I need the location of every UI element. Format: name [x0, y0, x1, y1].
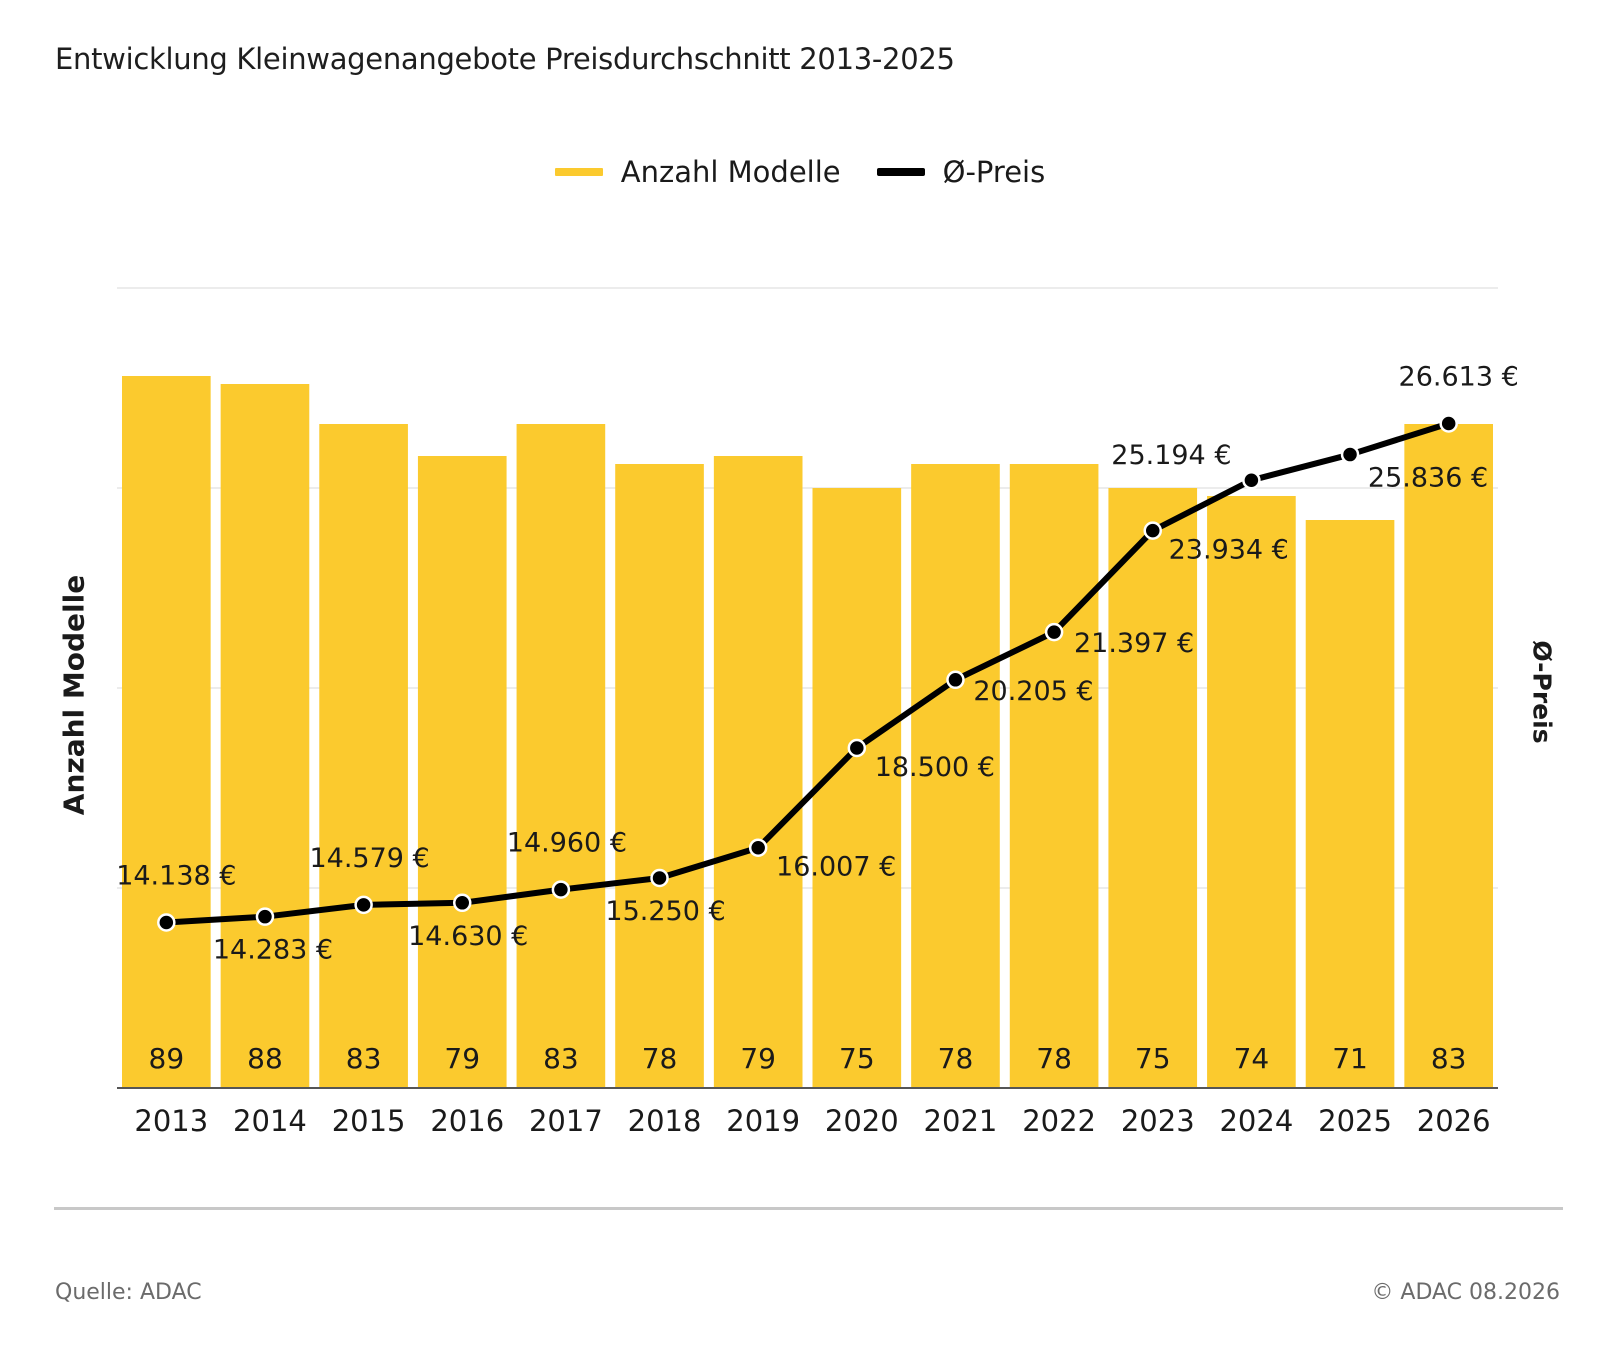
bar-value-label: 79	[740, 1042, 776, 1075]
x-tick-label: 2017	[529, 1104, 603, 1138]
bar-2016	[417, 456, 507, 1088]
legend-label-line: Ø-Preis	[942, 155, 1046, 189]
y-axis-label-right: Ø-Preis	[1527, 640, 1557, 744]
price-point-2022	[1044, 622, 1064, 642]
x-tick-label: 2014	[233, 1104, 307, 1138]
bar-2020	[812, 488, 902, 1088]
price-point-2014	[255, 907, 275, 926]
bar-value-label: 88	[247, 1042, 283, 1075]
bar-value-label: 89	[149, 1042, 185, 1075]
price-label: 14.579 €	[309, 843, 429, 874]
bar-2024	[1207, 496, 1296, 1088]
price-label: 15.250 €	[605, 896, 725, 927]
bar-2026	[1404, 424, 1493, 1088]
x-tick-label: 2020	[825, 1104, 899, 1138]
x-tick-label: 2022	[1022, 1104, 1096, 1138]
bar-value-label: 74	[1234, 1042, 1270, 1075]
price-label: 25.836 €	[1368, 463, 1488, 494]
chart-title: Entwicklung Kleinwagenangebote Preisdurc…	[55, 42, 955, 76]
price-point-2021	[946, 670, 965, 690]
bar-2017	[516, 424, 606, 1088]
price-point-2026	[1439, 414, 1458, 433]
x-tick-label: 2025	[1318, 1104, 1392, 1138]
legend-item-line[interactable]: Ø-Preis	[876, 155, 1046, 189]
x-tick-label: 2021	[924, 1104, 998, 1138]
legend-item-bars[interactable]: Anzahl Modelle	[554, 155, 841, 189]
price-label: 21.397 €	[1074, 628, 1194, 659]
price-line	[163, 420, 1452, 926]
price-point-2024	[1242, 470, 1261, 490]
bar-value-label: 83	[346, 1042, 382, 1075]
copyright-note: © ADAC 08.2026	[1371, 1280, 1560, 1305]
bar-value-label: 78	[938, 1042, 974, 1075]
bar-2018	[615, 464, 704, 1088]
price-point-2020	[847, 738, 867, 758]
chart-legend: Anzahl Modelle Ø-Preis	[0, 155, 1600, 189]
bar-2023	[1108, 488, 1198, 1088]
x-tick-label: 2013	[134, 1104, 208, 1138]
bar-value-label: 83	[543, 1042, 579, 1075]
legend-swatch-bars	[554, 168, 603, 176]
x-tick-label: 2016	[430, 1104, 504, 1138]
legend-label-bars: Anzahl Modelle	[620, 155, 841, 189]
x-tick-label: 2024	[1219, 1104, 1293, 1138]
price-label: 14.630 €	[408, 921, 528, 952]
x-tick-label: 2018	[628, 1104, 702, 1138]
x-tick-label: 2026	[1417, 1104, 1491, 1138]
price-label: 26.613 €	[1399, 361, 1519, 392]
price-label: 23.934 €	[1169, 535, 1289, 566]
bar-2019	[713, 456, 803, 1088]
price-point-2025	[1340, 445, 1360, 464]
bar-value-label: 79	[444, 1042, 480, 1075]
bar-value-label: 78	[1036, 1042, 1072, 1075]
price-label: 18.500 €	[875, 752, 995, 783]
bar-value-label: 75	[839, 1042, 875, 1075]
price-point-2015	[354, 895, 373, 915]
bar-2021	[911, 464, 1000, 1088]
price-point-2017	[551, 880, 571, 899]
x-tick-label: 2023	[1121, 1104, 1195, 1138]
bar-value-label: 75	[1135, 1042, 1171, 1075]
legend-swatch-line	[876, 168, 925, 176]
price-point-2013	[157, 913, 176, 932]
price-label: 25.194 €	[1111, 440, 1231, 471]
price-point-2018	[650, 868, 669, 888]
y-axis-label-left: Anzahl Modelle	[57, 574, 91, 816]
footer-divider	[54, 1207, 1563, 1210]
bar-2013	[122, 376, 211, 1088]
price-label: 14.960 €	[507, 828, 627, 859]
x-tick-label: 2015	[332, 1104, 406, 1138]
bar-2025	[1305, 520, 1395, 1088]
bar-2014	[220, 384, 310, 1088]
bar-2022	[1009, 464, 1099, 1088]
bar-value-label: 71	[1332, 1042, 1368, 1075]
price-label: 16.007 €	[776, 852, 896, 883]
price-point-2023	[1143, 521, 1162, 540]
price-point-2016	[453, 893, 472, 913]
price-label: 14.283 €	[213, 935, 333, 966]
price-point-2019	[748, 838, 768, 857]
bar-2015	[319, 424, 408, 1088]
source-note: Quelle: ADAC	[55, 1280, 202, 1305]
bar-value-label: 83	[1431, 1042, 1467, 1075]
price-label: 14.138 €	[116, 860, 236, 891]
bar-value-label: 78	[642, 1042, 678, 1075]
x-tick-label: 2019	[726, 1104, 800, 1138]
price-label: 20.205 €	[973, 676, 1093, 707]
